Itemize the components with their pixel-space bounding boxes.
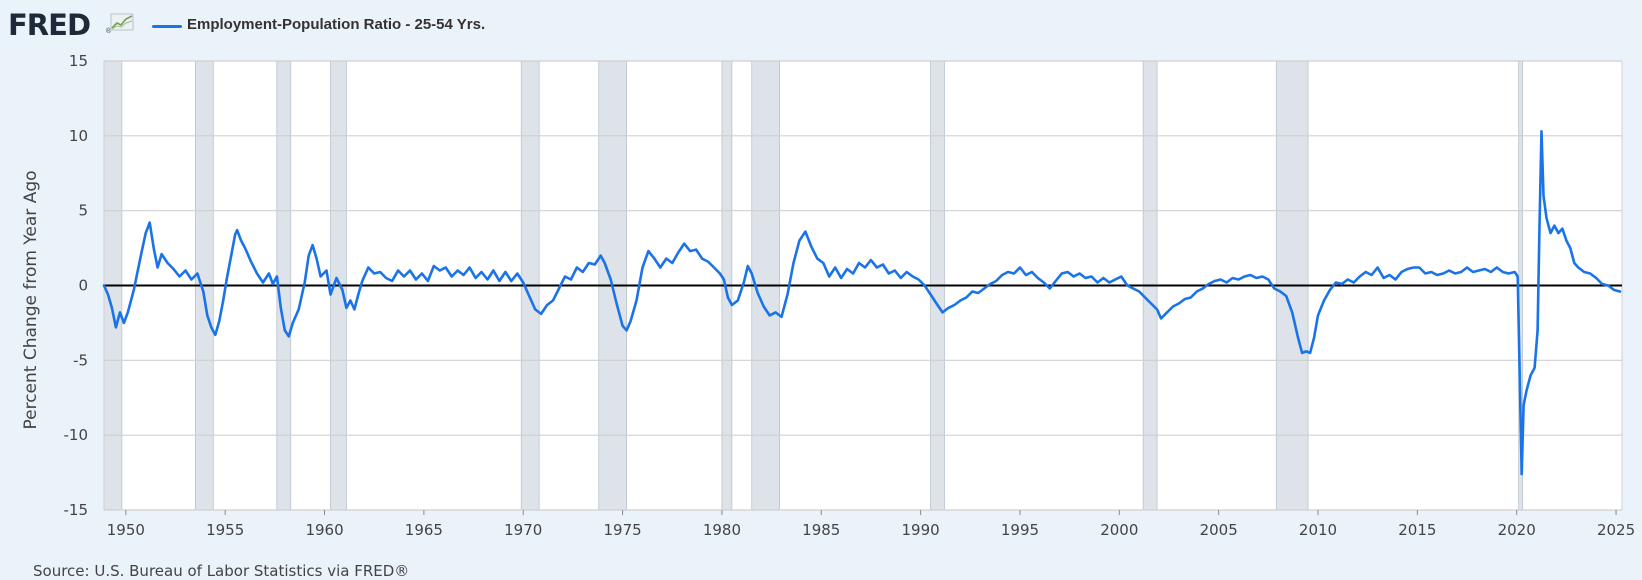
x-tick-label: 1990	[902, 521, 940, 539]
y-tick-label: 5	[78, 202, 88, 220]
x-axis-ticks: 1950 1955 1960 1965 1970 1975 1980 1985 1990 1995…	[107, 510, 1635, 539]
fred-logo[interactable]: FRED	[8, 8, 91, 42]
x-tick-label: 1965	[405, 521, 443, 539]
y-tick-label: 0	[78, 277, 88, 295]
legend-label[interactable]: Employment-Population Ratio - 25-54 Yrs.	[187, 16, 486, 33]
y-tick-label: -5	[73, 351, 88, 369]
gridlines	[103, 60, 1623, 511]
x-tick-label: 2010	[1299, 521, 1337, 539]
x-tick-label: 2020	[1498, 521, 1536, 539]
x-tick-label: 2015	[1398, 521, 1436, 539]
y-tick-label: -10	[64, 426, 89, 444]
y-tick-label: 15	[69, 52, 88, 70]
x-tick-label: 1975	[603, 521, 641, 539]
x-tick-label: 2005	[1200, 521, 1238, 539]
series-layer	[102, 130, 1622, 476]
registered-mark: ®	[106, 28, 112, 35]
x-tick-label: 1980	[703, 521, 741, 539]
x-tick-label: 1955	[206, 521, 244, 539]
legend-swatch	[152, 25, 182, 28]
y-tick-label: 10	[69, 127, 88, 145]
x-tick-label: 1985	[802, 521, 840, 539]
series-line	[102, 130, 1622, 476]
source-note: Source: U.S. Bureau of Labor Statistics …	[33, 562, 410, 580]
line-graph-icon	[110, 13, 134, 31]
x-tick-label: 2025	[1597, 521, 1635, 539]
x-tick-label: 2000	[1100, 521, 1138, 539]
x-tick-label: 1960	[305, 521, 343, 539]
x-tick-label: 1970	[504, 521, 542, 539]
y-axis-label: Percent Change from Year Ago	[21, 170, 41, 429]
chart-header: FRED ® Employment-Population Ratio - 25-…	[0, 0, 1642, 52]
x-tick-label: 1950	[107, 521, 145, 539]
y-tick-label: -15	[64, 501, 89, 519]
x-tick-label: 1995	[1001, 521, 1039, 539]
y-axis-ticks: -15 -10 -5 0 5 10 15	[64, 52, 89, 519]
